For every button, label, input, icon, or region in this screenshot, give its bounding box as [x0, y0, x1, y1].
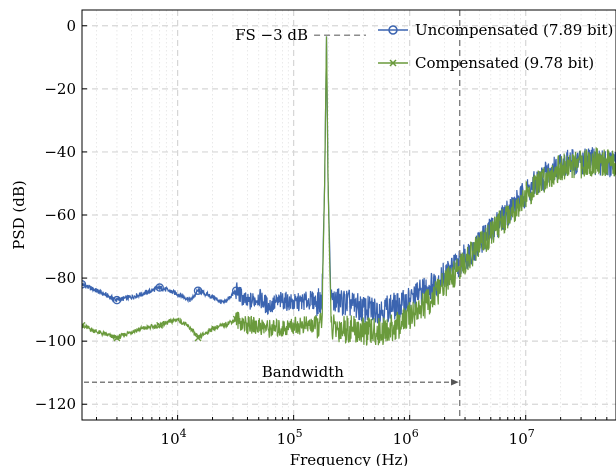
- x-tick-label: 106: [393, 427, 419, 448]
- series-marker-circle: [112, 295, 122, 305]
- series-marker-circle: [193, 286, 203, 295]
- fs-label: FS −3 dB: [235, 26, 308, 44]
- y-axis-label: PSD (dB): [10, 180, 28, 250]
- legend-label-uncompensated: Uncompensated (7.89 bit): [415, 21, 613, 39]
- legend-marker-circle: [388, 25, 398, 35]
- series-layer: [82, 36, 616, 346]
- series-marker-x: [82, 321, 86, 329]
- y-tick-label: −120: [35, 395, 76, 413]
- y-tick-label: −40: [44, 143, 76, 161]
- legend-marker-x: [389, 59, 397, 67]
- x-tick-label: 105: [277, 427, 303, 448]
- bandwidth-label: Bandwidth: [262, 363, 344, 381]
- series-marker-x: [232, 315, 240, 323]
- legend-label-compensated: Compensated (9.78 bit): [415, 54, 594, 72]
- y-tick-label: −100: [35, 332, 76, 350]
- x-tick-label: 104: [161, 427, 187, 448]
- series-marker-circle: [155, 283, 164, 292]
- series-marker-x: [194, 334, 202, 342]
- series-line-compensated: [82, 36, 616, 346]
- y-tick-label: 0: [66, 17, 76, 35]
- series-marker-circle: [231, 286, 241, 295]
- y-tick-label: −20: [44, 80, 76, 98]
- annotations: Bandwidth FS −3 dB: [84, 10, 461, 420]
- y-tick-label: −60: [44, 206, 76, 224]
- axis-ticks: 0 −20 −40 −60 −80 −100 −120 104 105 106 107: [35, 17, 616, 448]
- legend: Uncompensated (7.89 bit) Compensated (9.7…: [378, 21, 613, 72]
- x-axis-label: Frequency (Hz): [290, 451, 409, 466]
- y-tick-label: −80: [44, 269, 76, 287]
- series-marker-x: [113, 334, 121, 342]
- x-tick-label: 107: [509, 427, 535, 448]
- series-marker-x: [156, 321, 164, 329]
